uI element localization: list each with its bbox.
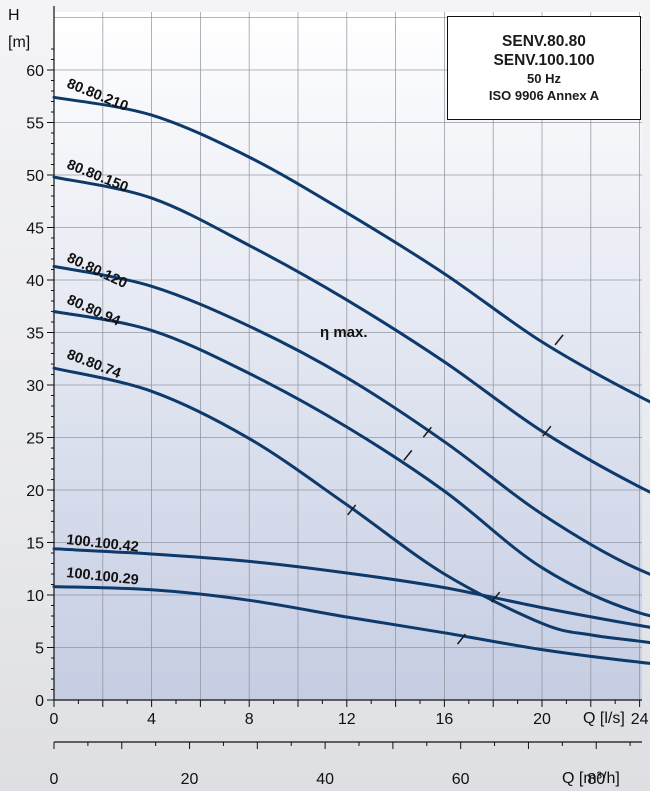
eta-marker-80.80.94 bbox=[403, 449, 413, 461]
eta-marker-80.80.120 bbox=[422, 426, 432, 438]
curves bbox=[52, 95, 650, 665]
secondary-x-tick-label: 40 bbox=[316, 771, 334, 788]
y-tick-label: 35 bbox=[26, 326, 44, 343]
eta-max-label: η max. bbox=[320, 324, 368, 341]
curve-100.100.42 bbox=[52, 547, 650, 629]
y-tick-label: 60 bbox=[26, 63, 44, 80]
x-axis-primary-unit: Q [l/s] bbox=[583, 710, 625, 727]
secondary-x-tick-label: 80 bbox=[587, 771, 605, 788]
eta-markers bbox=[347, 334, 564, 645]
model-line-1: SENV.80.80 bbox=[502, 33, 586, 50]
secondary-x-tick-label: 20 bbox=[181, 771, 199, 788]
y-axis-unit: [m] bbox=[8, 34, 30, 51]
y-tick-label: 10 bbox=[26, 588, 44, 605]
eta-marker-80.80.210 bbox=[554, 334, 564, 346]
secondary-x-tick-label: 60 bbox=[452, 771, 470, 788]
x-tick-label: 8 bbox=[245, 711, 254, 728]
x-axis-secondary-unit: Q [m³/h] bbox=[562, 770, 620, 787]
frequency-label: 50 Hz bbox=[527, 71, 561, 86]
ticks: 0510152025303540455055600481216202428323… bbox=[26, 48, 649, 788]
curve-80.80.210 bbox=[52, 95, 650, 404]
x-tick-label: 16 bbox=[436, 711, 454, 728]
y-tick-label: 20 bbox=[26, 483, 44, 500]
x-tick-label: 12 bbox=[338, 711, 356, 728]
eta-marker-100.100.29 bbox=[456, 633, 467, 645]
secondary-x-tick-label: 0 bbox=[50, 771, 59, 788]
y-tick-label: 0 bbox=[35, 693, 44, 710]
grid bbox=[54, 12, 642, 700]
curve-80.80.150 bbox=[52, 175, 650, 494]
eta-marker-100.100.42 bbox=[491, 591, 501, 603]
x-tick-label: 20 bbox=[533, 711, 551, 728]
model-info-box: SENV.80.80 SENV.100.100 50 Hz ISO 9906 A… bbox=[447, 16, 641, 120]
eta-marker-80.80.74 bbox=[347, 504, 357, 516]
curve-80.80.74 bbox=[52, 366, 650, 645]
y-tick-label: 25 bbox=[26, 431, 44, 448]
curve-100.100.29 bbox=[52, 585, 650, 665]
y-tick-label: 45 bbox=[26, 221, 44, 238]
standard-label: ISO 9906 Annex A bbox=[488, 88, 600, 103]
curve-80.80.94 bbox=[52, 310, 650, 618]
y-tick-label: 30 bbox=[26, 378, 44, 395]
series-label-100.100.42: 100.100.42 bbox=[66, 532, 140, 555]
y-tick-label: 5 bbox=[35, 641, 44, 658]
eta-marker-80.80.150 bbox=[542, 425, 552, 437]
y-axis-title: H bbox=[8, 7, 20, 24]
x-tick-label: 0 bbox=[50, 711, 59, 728]
curve-80.80.120 bbox=[52, 264, 650, 576]
y-tick-label: 40 bbox=[26, 273, 44, 290]
x-tick-label: 4 bbox=[147, 711, 156, 728]
y-tick-label: 55 bbox=[26, 116, 44, 133]
model-line-2: SENV.100.100 bbox=[493, 52, 595, 69]
x-tick-label: 24 bbox=[631, 711, 649, 728]
y-tick-label: 50 bbox=[26, 168, 44, 185]
y-tick-label: 15 bbox=[26, 536, 44, 553]
series-label-100.100.29: 100.100.29 bbox=[66, 565, 140, 588]
